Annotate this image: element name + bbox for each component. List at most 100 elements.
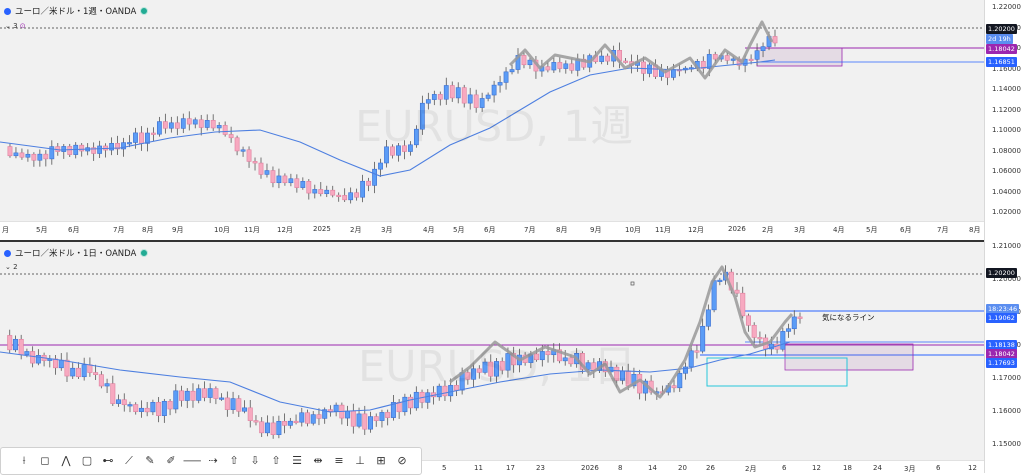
- daily-candle: [305, 412, 311, 424]
- callout-icon[interactable]: ◻: [40, 454, 50, 467]
- fib-icon[interactable]: ☰: [292, 454, 302, 467]
- weekly-candle: [151, 132, 156, 135]
- weekly-candle: [569, 63, 575, 71]
- daily-candle: [413, 391, 419, 409]
- rectangle-icon[interactable]: ▢: [81, 454, 93, 467]
- horizontal-ray-icon[interactable]: ⊷: [102, 454, 114, 467]
- weekly-price-axis[interactable]: 1.220001.200001.180001.160001.140001.120…: [984, 0, 1024, 240]
- weekly-candle: [240, 149, 246, 152]
- currency-flag-icon: [4, 7, 11, 15]
- weekly-candle: [288, 178, 294, 184]
- daily-chart-pane[interactable]: EURUSD, 1日 ユーロ／米ドル・1日・OANDA ⌄ 2 気になるライン: [0, 240, 985, 462]
- daily-candle: [694, 350, 700, 353]
- daily-candle: [156, 402, 162, 416]
- weekly-candle: [270, 170, 276, 184]
- price-tick: 1.02000: [992, 208, 1021, 216]
- pen-icon[interactable]: ✐: [166, 454, 176, 467]
- arrow-marker-icon[interactable]: ⇢: [208, 454, 218, 467]
- daily-candle: [442, 385, 448, 397]
- date-label: 26: [706, 464, 715, 472]
- highlighter-icon[interactable]: ⊘: [397, 454, 407, 467]
- line-icon[interactable]: ⸺: [183, 454, 202, 467]
- weekly-candle: [497, 82, 503, 86]
- daily-symbol-title[interactable]: ユーロ／米ドル・1日・OANDA: [15, 249, 137, 259]
- date-label: 12: [968, 464, 977, 472]
- weekly-candle: [37, 153, 43, 161]
- price-tick: 1.21000: [992, 242, 1021, 250]
- daily-candle: [786, 328, 792, 332]
- daily-candle: [568, 357, 574, 365]
- range-icon[interactable]: ⇹: [313, 454, 323, 467]
- frame-icon[interactable]: ⊞: [376, 454, 386, 467]
- price-tick: 1.04000: [992, 187, 1021, 196]
- measure-icon[interactable]: ⇧: [229, 454, 239, 467]
- weekly-candle: [31, 153, 37, 161]
- daily-candle: [631, 374, 637, 387]
- daily-candle: [499, 361, 505, 371]
- weekly-candle: [336, 194, 342, 197]
- drawing-toolbar: ⟊ ◻ ⋀ ▢ ⊷ ⟋ ✎ ✐ ⸺ ⇢ ⇧ ⇩ ⇧ ☰ ⇹ ≡ ⊥ ⊞ ⊘: [0, 447, 422, 475]
- text-icon[interactable]: ⊥: [355, 454, 365, 467]
- annotation-label[interactable]: 気になるライン: [822, 313, 875, 322]
- daily-indicator-toggle[interactable]: ⌄ 2: [5, 263, 18, 271]
- date-label: 7月: [937, 226, 949, 234]
- weekly-candle: [282, 175, 288, 184]
- daily-candle: [476, 368, 482, 373]
- weekly-symbol-title[interactable]: ユーロ／米ドル・1週・OANDA: [15, 7, 137, 17]
- daily-candle: [161, 400, 167, 416]
- daily-candle: [448, 385, 454, 397]
- daily-candle: [345, 410, 351, 419]
- weekly-candle: [760, 46, 766, 51]
- weekly-candle: [479, 98, 485, 108]
- weekly-indicator-toggle[interactable]: ⌄ 3 ⊙: [5, 22, 26, 30]
- trendline-icon[interactable]: ⟋: [125, 454, 133, 467]
- price-tick: 1.17000: [992, 374, 1021, 382]
- weekly-candle: [186, 118, 192, 125]
- price-label: 2d 19h: [986, 34, 1013, 44]
- weekly-candle: [641, 61, 646, 74]
- brush-icon[interactable]: ✎: [145, 454, 155, 467]
- weekly-candle: [306, 181, 312, 194]
- currency-flag-icon: [4, 249, 11, 257]
- date-label: 5月: [453, 226, 465, 234]
- date-label: 2月: [350, 226, 362, 234]
- polyline-icon[interactable]: ⋀: [61, 454, 71, 467]
- weekly-candle: [216, 125, 222, 129]
- arrow-up-icon[interactable]: ⇧: [271, 454, 281, 467]
- arrow-down-icon[interactable]: ⇩: [250, 454, 260, 467]
- weekly-candle: [730, 58, 736, 61]
- date-label: 6: [936, 464, 941, 472]
- parallel-icon[interactable]: ≡: [334, 454, 344, 467]
- daily-candle: [493, 361, 499, 377]
- weekly-candle: [228, 134, 234, 139]
- daily-candle: [213, 388, 219, 399]
- price-tick: 1.14000: [992, 85, 1021, 93]
- daily-candle: [87, 364, 93, 373]
- weekly-candle: [384, 146, 389, 164]
- daily-chart-canvas[interactable]: [0, 242, 985, 462]
- indicator-settings-icon[interactable]: ⊙: [19, 22, 26, 30]
- weekly-candle: [210, 120, 216, 129]
- daily-candle: [350, 410, 356, 427]
- cursor-icon[interactable]: ⟊: [22, 454, 26, 467]
- daily-candle: [70, 367, 76, 377]
- daily-legend: ユーロ／米ドル・1日・OANDA: [4, 247, 149, 259]
- weekly-candle: [222, 125, 228, 135]
- weekly-time-axis[interactable]: 月 5月 6月 7月 8月 9月 10月 11月 12月 2025 2月 3月 4月 5月 6月 7月 8月 9月…: [0, 221, 985, 241]
- date-label: 3月: [904, 465, 916, 473]
- date-label: 14: [648, 464, 657, 472]
- weekly-chart-pane[interactable]: EURUSD, 1週 ユーロ／米ドル・1週・OANDA ⌄ 3 ⊙: [0, 0, 985, 221]
- daily-candle: [18, 338, 24, 356]
- weekly-candle: [605, 55, 611, 62]
- daily-price-axis[interactable]: 1.210001.200001.190001.180001.170001.160…: [984, 240, 1024, 473]
- supply-zone-box: [756, 47, 843, 67]
- daily-candle: [24, 351, 30, 356]
- date-label: 2026: [581, 464, 599, 472]
- weekly-candle: [467, 94, 473, 104]
- daily-candle: [791, 316, 797, 330]
- weekly-chart-canvas[interactable]: [0, 0, 985, 221]
- daily-candle: [230, 398, 236, 410]
- daily-candle: [465, 372, 471, 380]
- daily-candle: [556, 349, 562, 362]
- daily-candle: [247, 407, 253, 421]
